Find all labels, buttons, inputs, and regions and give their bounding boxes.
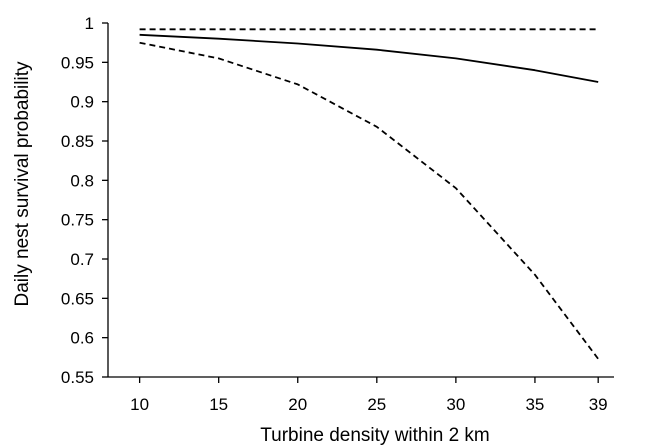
y-axis-title: Daily nest survival probability (12, 61, 33, 306)
x-tick-label: 25 (367, 395, 386, 414)
series-line-3 (139, 41, 599, 360)
tick-labels: 0.55 0.6 0.65 0.7 0.75 0.8 0.85 0.9 0.95 1 10 15 20 2… (61, 14, 608, 414)
y-tick-label: 0.65 (61, 289, 94, 308)
x-tick-label: 35 (525, 395, 544, 414)
y-tick-label: 0.55 (61, 368, 94, 387)
y-tick-label: 0.9 (70, 93, 94, 112)
series-layer (139, 28, 599, 360)
y-tick-label: 0.75 (61, 211, 94, 230)
series-line-1 (139, 33, 599, 83)
x-tick-label: 20 (288, 395, 307, 414)
y-tick-label: 0.7 (70, 250, 94, 269)
x-tick-label: 30 (446, 395, 465, 414)
y-tick-label: 0.6 (70, 329, 94, 348)
y-tick-label: 0.95 (61, 53, 94, 72)
y-tick-label: 0.8 (70, 171, 94, 190)
y-tick-label: 0.85 (61, 132, 94, 151)
x-tick-label: 39 (589, 395, 608, 414)
x-axis-title: Turbine density within 2 km (260, 425, 490, 446)
axes (102, 22, 614, 383)
y-tick-label: 1 (85, 14, 94, 33)
x-tick-label: 10 (130, 395, 149, 414)
x-tick-label: 15 (209, 395, 228, 414)
